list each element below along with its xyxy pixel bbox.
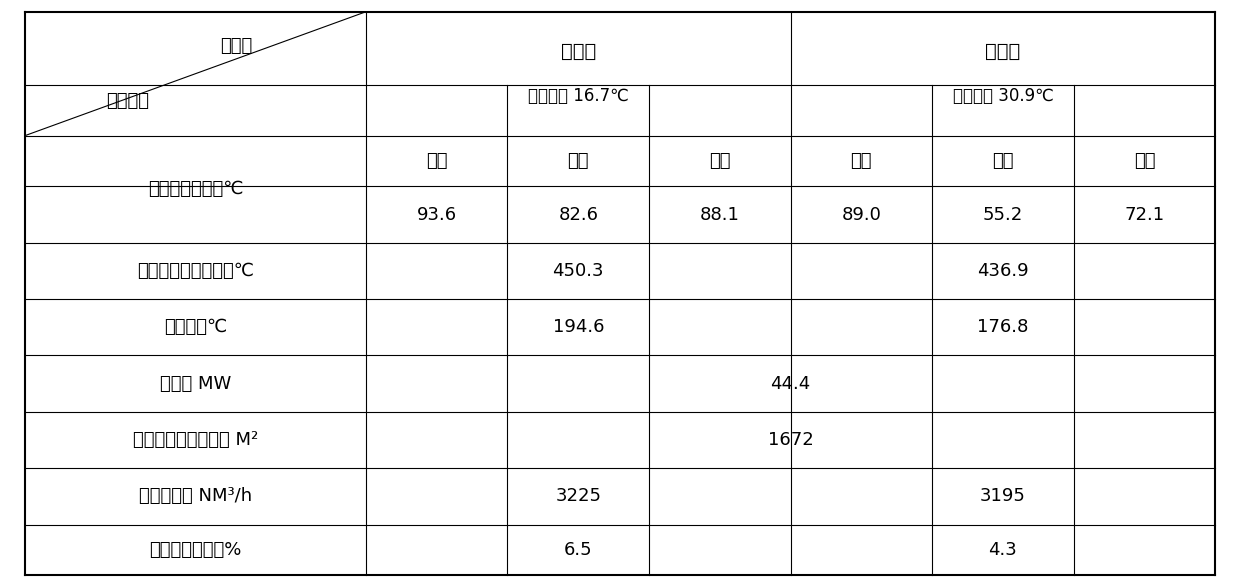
Text: 燃料气耗量 NM³/h: 燃料气耗量 NM³/h	[139, 487, 252, 505]
Text: 环境温度 30.9℃: 环境温度 30.9℃	[952, 87, 1053, 105]
Text: 排烟温度℃: 排烟温度℃	[164, 318, 227, 336]
Text: 194.6: 194.6	[553, 318, 604, 336]
Text: 44.4: 44.4	[770, 375, 811, 393]
Text: 热负荷 MW: 热负荷 MW	[160, 375, 231, 393]
Text: 辐射室内壁上部温度℃: 辐射室内壁上部温度℃	[136, 262, 254, 280]
Text: 测试项目: 测试项目	[105, 92, 149, 110]
Text: 最高: 最高	[427, 152, 448, 170]
Text: 72.1: 72.1	[1125, 205, 1164, 224]
Text: 喷涂前: 喷涂前	[560, 42, 596, 61]
Text: 平均: 平均	[709, 152, 730, 170]
Text: 环境温度 16.7℃: 环境温度 16.7℃	[528, 87, 629, 105]
Text: 176.8: 176.8	[977, 318, 1028, 336]
Text: 测试值: 测试值	[221, 38, 253, 55]
Text: 450.3: 450.3	[553, 262, 604, 280]
Text: 436.9: 436.9	[977, 262, 1029, 280]
Text: 排烟中的氧含量%: 排烟中的氧含量%	[149, 541, 242, 559]
Text: 最低: 最低	[568, 152, 589, 170]
Text: 最高: 最高	[851, 152, 872, 170]
Text: 82.6: 82.6	[558, 205, 598, 224]
Text: 3225: 3225	[556, 487, 601, 505]
Text: 平均: 平均	[1133, 152, 1156, 170]
Text: 最低: 最低	[992, 152, 1013, 170]
Text: 6.5: 6.5	[564, 541, 593, 559]
Text: 55.2: 55.2	[983, 205, 1023, 224]
Text: 89.0: 89.0	[842, 205, 882, 224]
Text: 辐射室外壁表面面积 M²: 辐射室外壁表面面积 M²	[133, 431, 258, 449]
Text: 辐射室外壁温度℃: 辐射室外壁温度℃	[148, 180, 243, 198]
Text: 88.1: 88.1	[699, 205, 740, 224]
Text: 喷涂后: 喷涂后	[986, 42, 1021, 61]
Text: 3195: 3195	[980, 487, 1025, 505]
Text: 93.6: 93.6	[417, 205, 456, 224]
Text: 1672: 1672	[768, 431, 813, 449]
Text: 4.3: 4.3	[988, 541, 1017, 559]
